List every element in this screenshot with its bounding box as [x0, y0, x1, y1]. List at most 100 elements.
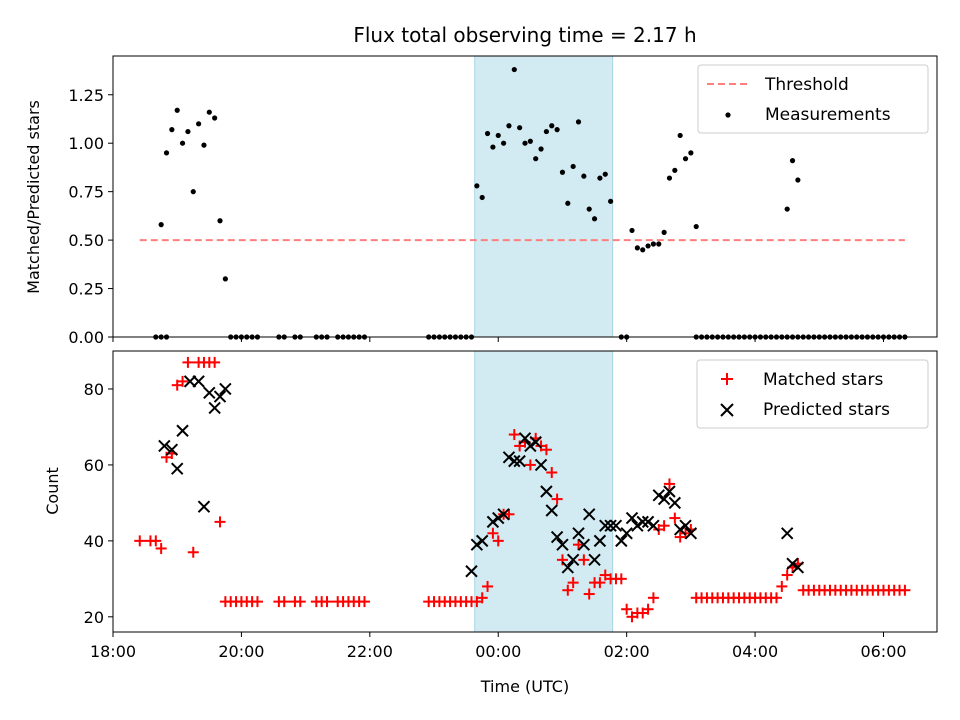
data-point [645, 243, 651, 249]
matched-point [546, 467, 558, 479]
predicted-point [492, 511, 505, 525]
data-point [565, 200, 571, 206]
matched-point [150, 535, 162, 547]
y-tick-label: 1.25 [68, 86, 104, 105]
legend-predicted-label: Predicted stars [763, 400, 890, 420]
data-point [795, 177, 801, 183]
data-point [581, 173, 587, 179]
data-point [661, 229, 667, 235]
data-point [608, 198, 614, 204]
legend-frame [696, 359, 929, 429]
matched-point [578, 554, 590, 566]
matched-point [621, 603, 633, 615]
data-point [163, 150, 170, 156]
y-tick-label: 40 [84, 532, 104, 551]
ratio-axes-frame [112, 55, 938, 338]
matched-point [471, 596, 483, 608]
predicted-point [604, 519, 617, 532]
data-point [640, 247, 646, 253]
predicted-point [647, 519, 660, 532]
matched-point [182, 356, 194, 368]
matched-point [658, 520, 670, 532]
predicted-point [176, 424, 189, 437]
predicted-point [219, 382, 232, 396]
legend-matched-swatch [721, 373, 733, 385]
data-point [217, 218, 223, 224]
data-point [597, 175, 603, 181]
predicted-point [192, 375, 205, 388]
x-tick-label: 04:00 [732, 642, 778, 661]
count-series [134, 356, 911, 623]
data-point [789, 158, 796, 164]
predicted-point [540, 485, 553, 498]
data-point [474, 183, 480, 189]
matched-point [134, 535, 146, 547]
matched-point [294, 596, 306, 608]
predicted-point [620, 527, 633, 540]
matched-point [615, 573, 627, 585]
predicted-point [165, 443, 179, 456]
predicted-point [534, 458, 548, 472]
data-point [511, 66, 517, 73]
predicted-point [577, 538, 591, 551]
data-point [158, 222, 164, 228]
matched-point [776, 580, 788, 592]
data-point [479, 194, 485, 201]
data-point [543, 128, 550, 135]
y-ticks: 0.00 0.25 0.50 0.75 1.00 1.25 [68, 86, 113, 347]
matched-point [251, 596, 263, 608]
predicted-point [203, 386, 216, 399]
predicted-point [524, 439, 537, 453]
matched-point [556, 554, 568, 566]
predicted-point [545, 504, 558, 517]
data-point [190, 189, 196, 195]
predicted-point [486, 515, 500, 529]
count-axes-frame [112, 350, 938, 633]
data-point [570, 163, 576, 170]
data-point [666, 175, 673, 181]
predicted-point [780, 527, 794, 540]
legend-matched-label: Matched stars [763, 370, 883, 390]
data-point [212, 115, 218, 121]
y-tick-label: 20 [84, 608, 104, 627]
predicted-point [615, 534, 628, 548]
data-point [506, 123, 512, 129]
y-tick-label: 0.75 [68, 183, 104, 202]
predicted-point [171, 462, 184, 475]
predicted-point [158, 439, 171, 453]
predicted-point [599, 519, 612, 532]
data-point [677, 132, 683, 139]
data-point [174, 107, 180, 113]
data-point [554, 127, 560, 133]
y-tick-label: 60 [84, 456, 104, 475]
x-tick-label: 18:00 [90, 642, 136, 661]
data-point [559, 169, 566, 175]
matched-point [187, 546, 199, 558]
data-point [634, 245, 640, 251]
predicted-point [572, 527, 585, 540]
x-axis-label: Time (UTC) [480, 677, 569, 696]
legend-measurements-label: Measurements [765, 105, 891, 125]
data-point [656, 241, 662, 247]
matched-point [492, 535, 504, 547]
matched-point [358, 596, 370, 608]
predicted-point [625, 511, 639, 525]
predicted-point [550, 530, 564, 544]
observing-window-shade [474, 350, 614, 633]
y-tick-label: 0.00 [68, 328, 104, 347]
predicted-point [684, 527, 698, 540]
data-point [169, 127, 175, 133]
predicted-point [197, 500, 211, 513]
matched-point [278, 596, 290, 608]
matched-point [155, 542, 167, 554]
data-point [495, 132, 501, 139]
predicted-point [208, 401, 221, 415]
predicted-point [213, 390, 227, 403]
legend-frame [697, 64, 929, 134]
predicted-point [791, 561, 805, 574]
data-point [533, 156, 539, 162]
y-axis-label: Count [43, 467, 62, 515]
matched-point [770, 592, 782, 604]
x-ticks: 18:00 20:00 22:00 00:00 02:00 04:00 06:00 [90, 632, 907, 661]
